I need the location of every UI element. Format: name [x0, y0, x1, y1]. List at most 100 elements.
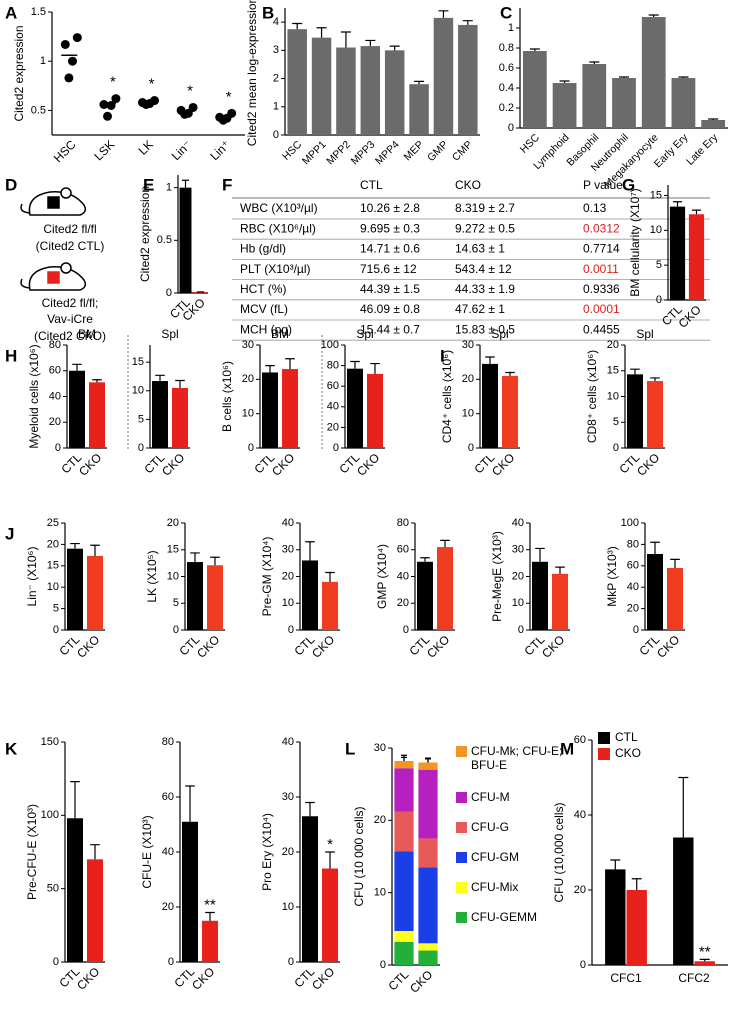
- column-header: CKO: [455, 178, 481, 192]
- y-axis-label: Pre-CFU-E (X10³): [25, 804, 39, 900]
- bar: [673, 837, 694, 965]
- bar: [152, 381, 168, 448]
- y-axis-label: LK (X10⁵): [145, 550, 159, 602]
- bar: [67, 818, 83, 962]
- legend-label: CFU-G: [471, 820, 509, 834]
- y-tick-label: 0: [288, 956, 294, 968]
- bar: [336, 47, 356, 136]
- x-tick-label: CMP: [450, 139, 475, 164]
- error-bar: [650, 377, 660, 382]
- y-axis-label: Cited2 expression: [12, 25, 26, 121]
- error-bar: [190, 552, 200, 563]
- error-bar: [505, 371, 515, 376]
- bar: [367, 373, 383, 448]
- table-cell: 47.62 ± 1: [455, 302, 505, 316]
- bar: [626, 890, 647, 965]
- y-axis-label: Lin⁻ (X10⁶): [25, 547, 39, 607]
- y-axis-label: CFU-E (X10³): [140, 815, 154, 888]
- y-tick-label: 30: [282, 544, 294, 556]
- y-tick-label: 0: [518, 624, 524, 636]
- error-bar: [401, 754, 407, 762]
- error-bar: [205, 911, 215, 921]
- legend-label: CKO: [615, 746, 641, 760]
- y-tick-label: 80: [327, 360, 339, 372]
- error-bar: [619, 76, 629, 78]
- legend-label: CFU-GM: [471, 850, 519, 864]
- y-tick-label: 60: [397, 544, 409, 556]
- x-tick-label: MPP3: [349, 138, 378, 167]
- dot: [103, 111, 112, 121]
- x-tick-label: HSC: [51, 137, 79, 165]
- error-bar: [350, 360, 360, 369]
- genotype-line: Cited2 fl/fl;: [42, 296, 99, 310]
- table-cell: MCH (pg): [240, 322, 292, 336]
- error-bar: [699, 958, 710, 962]
- panel-letter: E: [143, 175, 154, 194]
- error-bar: [529, 48, 540, 51]
- error-bar: [414, 80, 425, 85]
- y-tick-label: 0: [53, 956, 59, 968]
- legend-label: CFU-GEMM: [471, 910, 537, 924]
- bar-segment: [418, 762, 438, 770]
- bar: [522, 51, 547, 128]
- y-tick-label: 20: [282, 570, 294, 582]
- x-tick-label: CFC2: [678, 971, 710, 985]
- y-tick-label: 20: [327, 421, 339, 433]
- dot: [111, 94, 121, 104]
- legend-label: CTL: [615, 730, 638, 744]
- genotype-line: Vav-iCre: [47, 312, 93, 326]
- panel-letter: B: [262, 3, 274, 22]
- error-bar: [305, 541, 315, 561]
- legend-swatch: [598, 732, 610, 744]
- x-tick-label: CKO: [76, 450, 104, 478]
- y-tick-label: 0: [166, 287, 172, 299]
- panel-letter: G: [622, 175, 635, 194]
- legend-swatch: [456, 792, 467, 803]
- panel-letter: A: [5, 3, 17, 22]
- y-tick-label: 0: [656, 294, 662, 306]
- legend-entry: CFU-Mix: [471, 880, 518, 894]
- x-tick-label: CKO: [194, 632, 222, 660]
- bar: [552, 573, 568, 630]
- dot: [141, 99, 151, 109]
- y-tick-label: 0: [173, 624, 179, 636]
- x-tick-label: HSC: [518, 131, 542, 155]
- y-tick-label: 80: [627, 538, 639, 550]
- y-tick-label: 20: [397, 597, 409, 609]
- y-tick-label: 1: [166, 182, 172, 194]
- y-axis-label: CD4⁺ cells (x10⁶): [440, 350, 454, 443]
- y-tick-label: 5: [656, 259, 662, 271]
- column-header: CTL: [360, 178, 383, 192]
- y-tick-label: 60: [627, 560, 639, 572]
- y-tick-label: 20: [242, 373, 254, 385]
- y-tick-label: 0.5: [31, 104, 46, 116]
- bar: [87, 555, 103, 630]
- panel-letter: D: [5, 175, 17, 194]
- error-bar: [670, 558, 680, 568]
- y-axis-label: MkP (X10³): [605, 546, 619, 606]
- y-tick-label: 0: [138, 442, 144, 454]
- bar: [262, 372, 278, 448]
- table-cell: RBC (X10⁶/µl): [240, 221, 316, 235]
- table-cell: 0.4455: [583, 322, 620, 336]
- significance: *: [110, 74, 116, 91]
- y-axis-label: CD8⁺ cells (x10⁶): [585, 350, 599, 443]
- bar: [409, 84, 429, 135]
- bar-segment: [394, 768, 414, 812]
- bar: [172, 387, 188, 448]
- y-tick-label: 1: [273, 101, 279, 113]
- x-tick-label: CKO: [489, 450, 517, 478]
- y-tick-label: 15: [47, 560, 59, 572]
- significance: *: [327, 836, 333, 853]
- y-tick-label: 20: [162, 901, 174, 913]
- y-axis-label: Cited2 mean log-expression: [245, 0, 259, 146]
- x-tick-label: CTL: [385, 967, 411, 993]
- bar: [322, 581, 338, 630]
- error-bar: [181, 179, 190, 188]
- x-tick-label: CKO: [74, 632, 102, 660]
- y-tick-label: 20: [607, 339, 619, 351]
- x-tick-label: GMP: [425, 139, 450, 164]
- error-bar: [708, 118, 719, 120]
- y-tick-label: 15: [650, 189, 662, 201]
- subtitle: BM: [271, 327, 289, 341]
